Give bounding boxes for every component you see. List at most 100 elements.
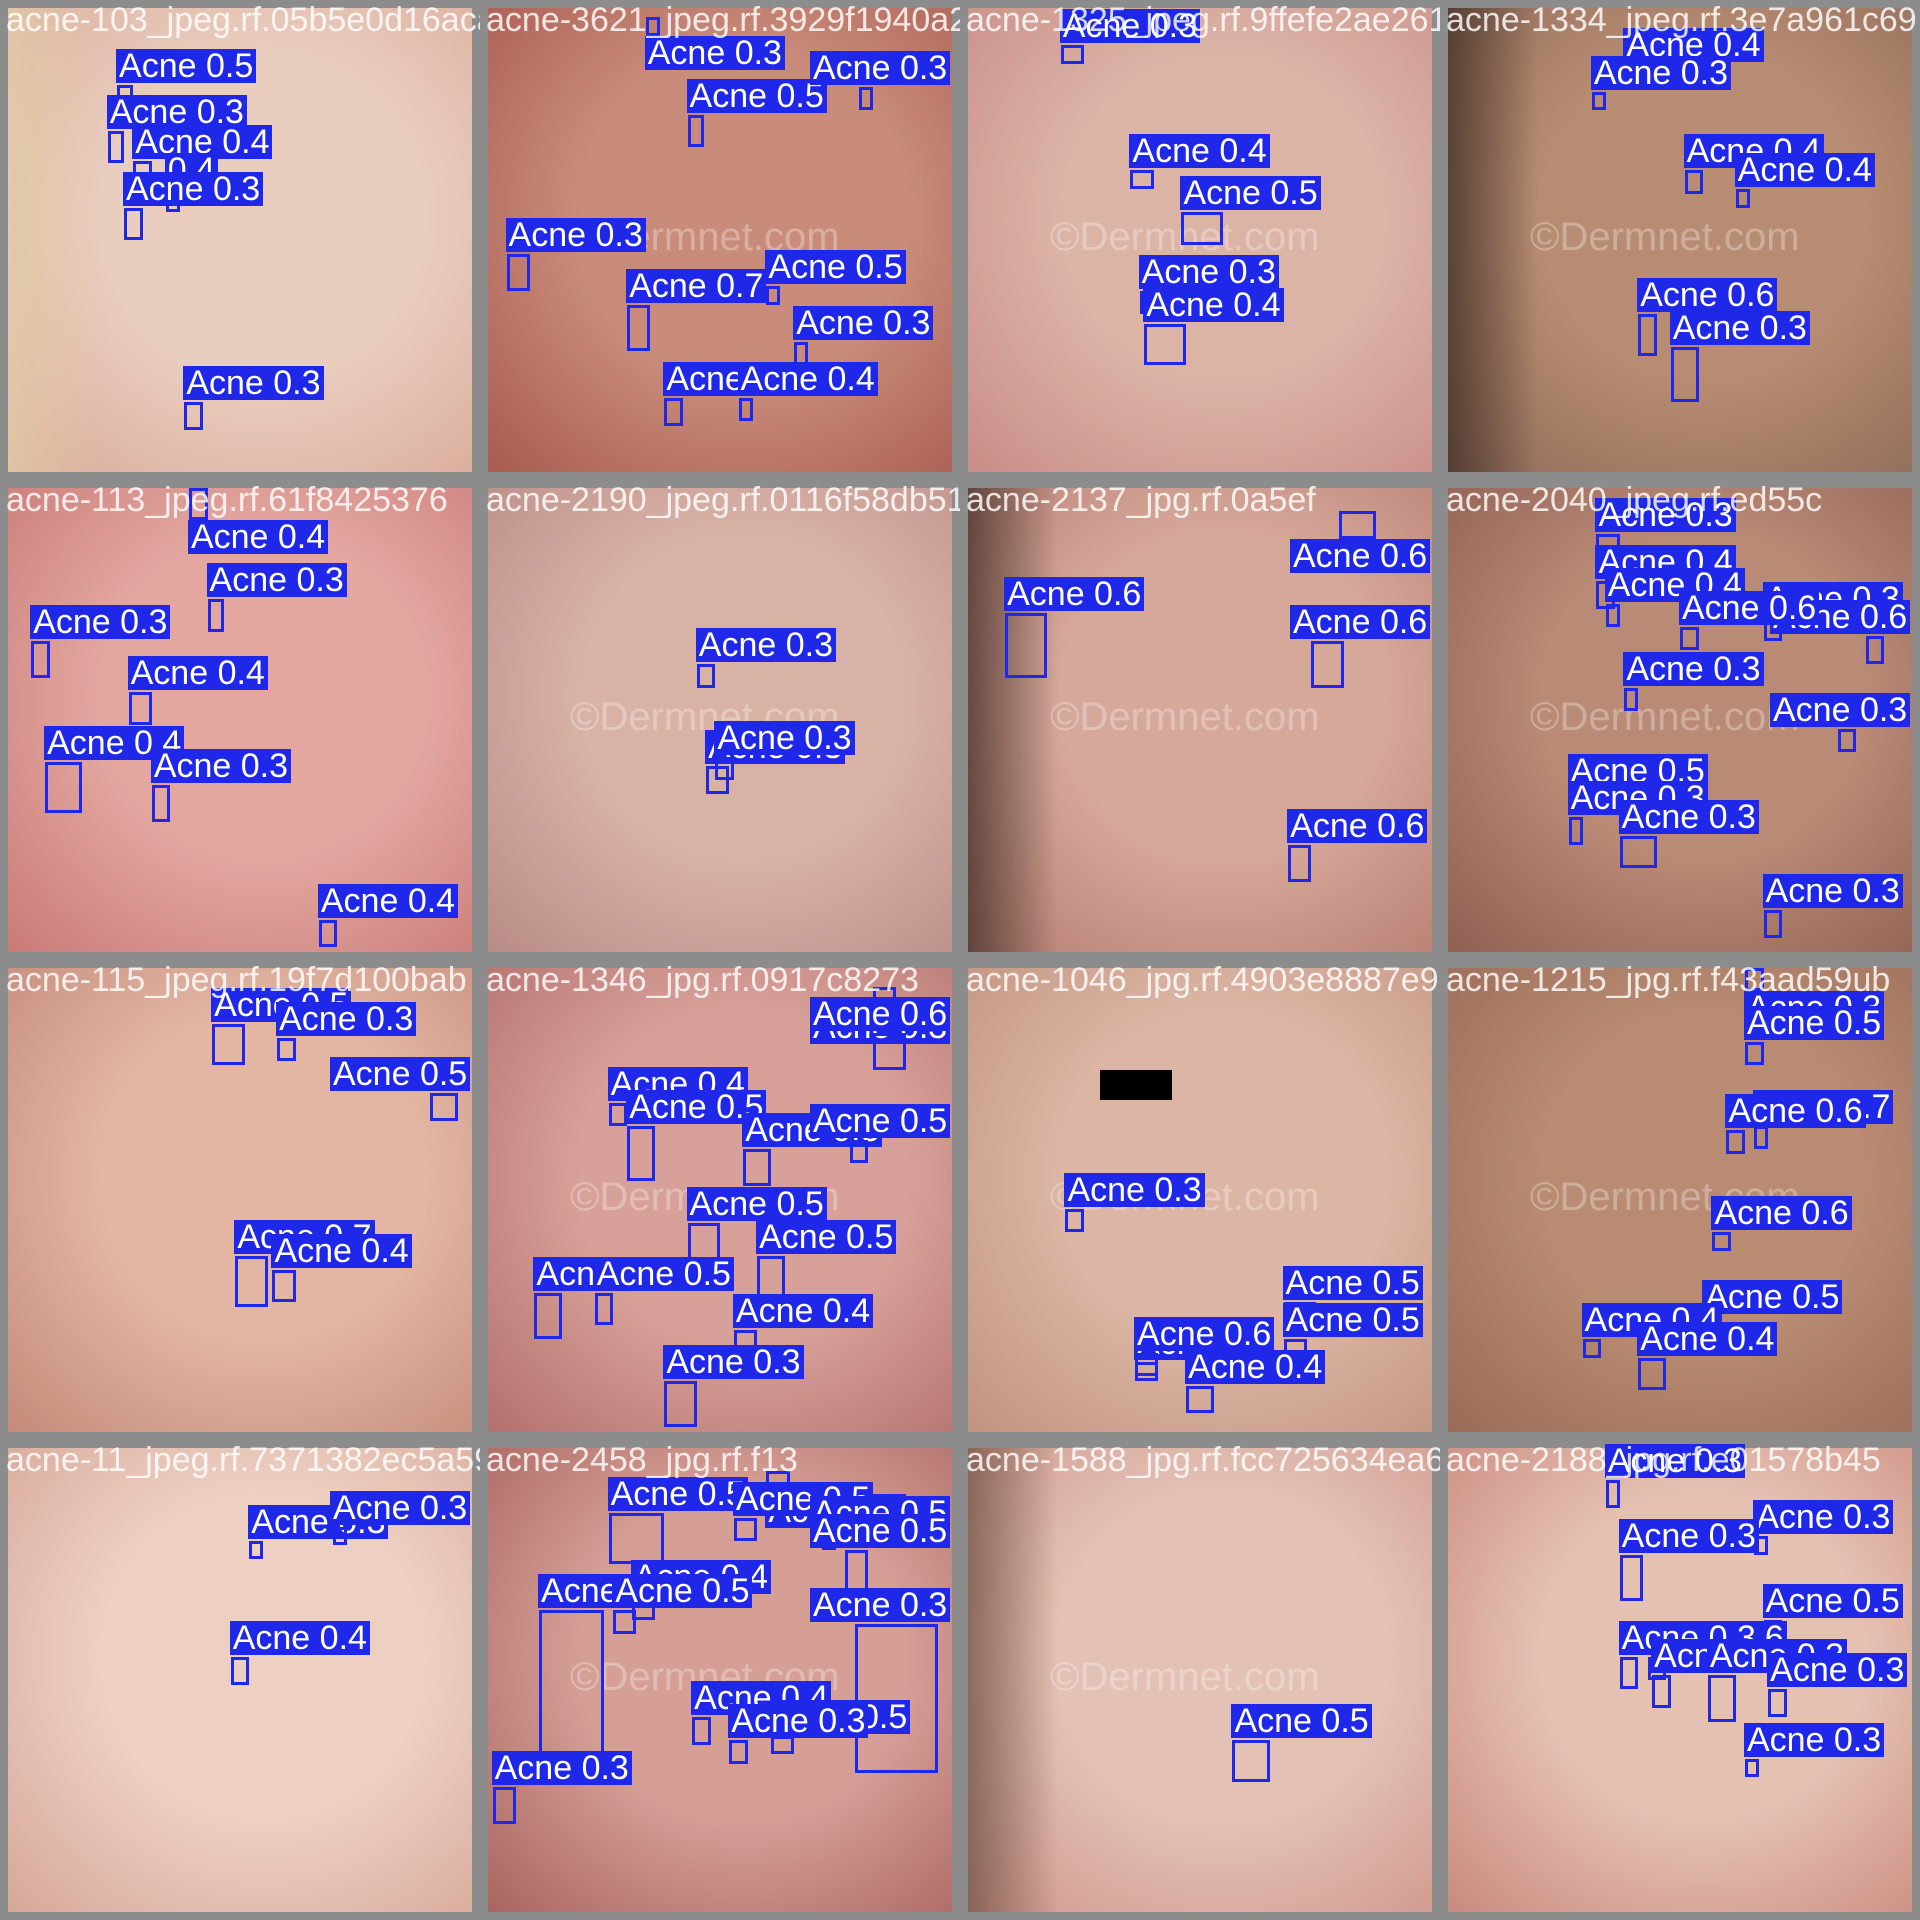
detection-label: Acne 0.5	[810, 1514, 951, 1549]
bounding-box	[151, 784, 171, 823]
bounding-box	[534, 1292, 563, 1340]
detection-label: Acne 0.3	[810, 1588, 951, 1623]
detection-label: Acne 0.4	[1637, 1321, 1778, 1356]
bounding-box	[1339, 511, 1377, 540]
bounding-box	[1763, 910, 1783, 939]
bounding-box	[613, 1610, 637, 1634]
bounding-box	[1638, 1357, 1667, 1391]
image-tile: ©Dermnet.com Acne 0.3 Acne 0.5 Acne 0.3 Acne…	[480, 0, 960, 480]
bounding-box	[235, 1255, 268, 1307]
detection-label: Acne 0.3	[183, 366, 324, 401]
bounding-box	[1591, 91, 1606, 111]
detection-label: Acne 0.6	[1290, 539, 1431, 574]
detection-label: Acne 0.5	[612, 1574, 753, 1609]
bounding-box	[1624, 687, 1639, 711]
detection-label: Acne 0.5	[330, 1057, 471, 1092]
tile-filename: acne-2188_jpg.rf.e01578b45	[1446, 1441, 1881, 1479]
bounding-box	[766, 286, 781, 305]
detection-label: Acne 0.4	[1129, 134, 1270, 169]
detection-label: Acne 0.6	[1725, 1094, 1866, 1129]
detection-label: Acne 0.3	[1059, 9, 1201, 44]
detection-label: Acne 0.6	[810, 996, 951, 1031]
bounding-box	[318, 919, 338, 948]
detection-label: Acne 0.3	[330, 1490, 471, 1525]
bounding-box	[1065, 1209, 1084, 1233]
bounding-box	[1744, 968, 1764, 992]
detection-label: Acne 0.5	[593, 1256, 734, 1291]
bounding-box	[332, 1526, 347, 1546]
hair-region	[968, 488, 1058, 952]
bounding-box	[107, 130, 124, 164]
detection-label: Acne 0.7	[626, 268, 767, 303]
bounding-box	[1605, 1480, 1620, 1509]
bounding-box	[859, 86, 874, 111]
bounding-box	[687, 114, 704, 148]
bounding-box	[1670, 346, 1699, 403]
bounding-box	[188, 488, 208, 521]
detection-label: Acne 0.6	[1134, 1317, 1275, 1352]
detection-label: Acne 0.3	[728, 1704, 869, 1739]
bounding-box	[1186, 1385, 1214, 1414]
bounding-box	[277, 1037, 296, 1061]
bounding-box	[645, 17, 660, 36]
bounding-box	[230, 1656, 250, 1685]
detection-label: Acne 0.5	[1702, 1280, 1843, 1314]
bounding-box	[692, 1717, 711, 1745]
bounding-box	[1726, 1130, 1745, 1154]
watermark: ©Dermnet.com	[1050, 1655, 1320, 1699]
bounding-box	[1605, 604, 1620, 628]
bounding-box	[743, 1148, 772, 1187]
hair-region	[1448, 8, 1538, 472]
detection-label: Acne 0.5	[810, 1103, 951, 1138]
detection-label: Acne 0.5	[1231, 1704, 1372, 1739]
bounding-box	[45, 761, 83, 813]
detection-label: Acne 0.5	[1282, 1266, 1423, 1301]
detection-label: Acne 0.3	[1590, 55, 1732, 90]
detection-label: Acne 0.3	[1753, 1500, 1894, 1535]
bounding-box	[31, 641, 50, 679]
bounding-box	[1144, 323, 1187, 366]
bounding-box	[184, 402, 203, 431]
bounding-box	[1638, 314, 1657, 356]
detection-label: Acne 0.6	[1004, 577, 1145, 612]
bounding-box	[1712, 1232, 1732, 1252]
detection-label: Acne 0.4	[187, 520, 329, 555]
detection-label: Acne 0.5	[1743, 1006, 1885, 1041]
tile-filename: acne-115_jpeg.rf.19f7d100bab	[6, 961, 467, 999]
detection-label: Acne 0.4	[1734, 152, 1875, 187]
bounding-box	[696, 664, 716, 688]
bounding-box	[1568, 817, 1583, 846]
bounding-box	[124, 207, 143, 240]
bounding-box	[1684, 170, 1704, 194]
detection-label: Acne 0.3	[1669, 310, 1810, 345]
detection-label: Acne 0.3	[1770, 693, 1911, 728]
bounding-box	[1582, 1339, 1602, 1358]
detection-label: Acne 0.3	[663, 1344, 804, 1379]
detection-label: Acne 0.5	[116, 48, 257, 83]
detection-label: Acne 0.6	[1290, 605, 1431, 640]
detection-label: Acne 0.3	[1138, 255, 1279, 290]
bounding-box	[272, 1269, 296, 1303]
detection-label: Acne 0.3	[1604, 1444, 1745, 1479]
hair-region	[8, 8, 98, 472]
bounding-box	[664, 397, 683, 426]
redaction-bar	[1100, 1070, 1172, 1100]
bounding-box	[249, 1540, 264, 1560]
detection-label: Acne 0.4	[732, 1293, 874, 1328]
tile-filename: acne-1215_jpg.rf.f43aad59ub	[1446, 961, 1891, 999]
skin-photo	[8, 968, 472, 1432]
detection-label: Acne 0.3	[1743, 1722, 1885, 1757]
tile-filename: acne-2040_jpeg.rf.ed55c	[1446, 481, 1823, 519]
detection-label: Acne 0.3	[810, 50, 951, 85]
bounding-box	[715, 757, 734, 781]
image-tile: ©Dermnet.com Acne 0.3 Acne 0.4 Acne 0.5 Acne…	[960, 0, 1440, 480]
image-tile: ©Dermnet.com Acne 0.4 Acne 0.3 Acne 0.4 Acne…	[1440, 0, 1920, 480]
bounding-box	[608, 1512, 665, 1564]
bounding-box	[207, 599, 224, 632]
detection-label: Acne 0.3	[1595, 498, 1736, 533]
watermark: ©Dermnet.com	[1050, 215, 1320, 259]
image-tile: Acne 0.4 Acne 0.3 Acne 0.3 Acne 0.4 Acne 0.4…	[0, 480, 480, 960]
detection-label: Acne 0.4	[44, 725, 185, 760]
